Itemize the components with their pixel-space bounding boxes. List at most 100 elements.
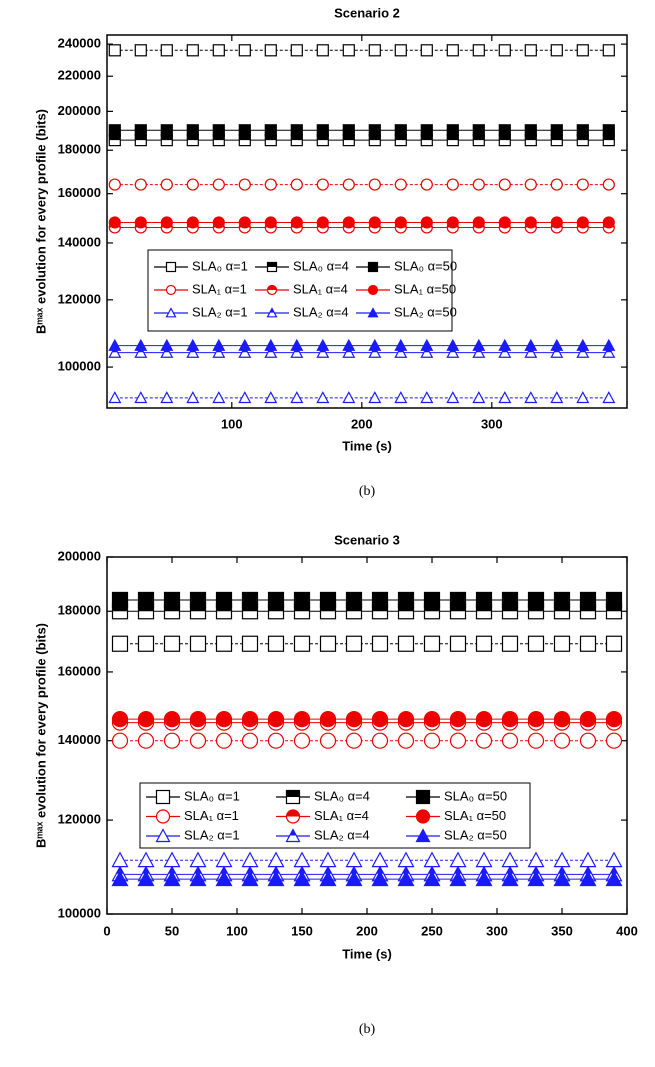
marker bbox=[189, 635, 207, 652]
marker-shape bbox=[550, 44, 563, 57]
marker bbox=[527, 870, 545, 887]
marker bbox=[524, 216, 537, 229]
marker-shape bbox=[368, 124, 381, 137]
marker bbox=[397, 732, 415, 749]
marker-shape bbox=[394, 44, 407, 57]
legend-label: SLA₂ α=4 bbox=[314, 827, 370, 842]
marker bbox=[498, 216, 511, 229]
marker bbox=[553, 710, 571, 728]
marker bbox=[290, 391, 304, 404]
marker-shape bbox=[553, 710, 571, 728]
marker-shape bbox=[527, 851, 545, 868]
marker bbox=[137, 870, 155, 887]
marker-shape bbox=[186, 338, 200, 351]
marker-shape bbox=[498, 338, 512, 351]
marker-shape bbox=[316, 178, 329, 191]
marker bbox=[446, 124, 459, 137]
marker bbox=[186, 44, 199, 57]
marker bbox=[553, 732, 571, 749]
marker bbox=[267, 851, 285, 868]
marker bbox=[397, 591, 415, 609]
marker bbox=[137, 635, 155, 652]
marker bbox=[446, 391, 460, 404]
marker-shape bbox=[397, 732, 415, 749]
marker bbox=[423, 591, 441, 609]
marker bbox=[449, 851, 467, 868]
legend-marker bbox=[367, 284, 379, 296]
marker-shape bbox=[368, 338, 382, 351]
legend-marker bbox=[165, 284, 177, 296]
series bbox=[111, 591, 623, 609]
marker bbox=[160, 124, 173, 137]
marker bbox=[264, 124, 277, 137]
marker-shape bbox=[111, 710, 129, 728]
marker-shape bbox=[367, 284, 379, 296]
marker bbox=[111, 870, 129, 887]
marker bbox=[342, 391, 356, 404]
marker-shape bbox=[576, 345, 590, 358]
marker bbox=[550, 124, 563, 137]
marker-half bbox=[116, 866, 124, 874]
marker-half bbox=[428, 866, 436, 874]
marker-shape bbox=[420, 124, 433, 137]
marker-shape bbox=[420, 178, 433, 191]
series bbox=[108, 178, 615, 191]
marker-half bbox=[343, 134, 355, 141]
marker bbox=[550, 391, 564, 404]
marker-half bbox=[421, 134, 433, 141]
marker bbox=[186, 338, 200, 351]
marker-shape bbox=[186, 216, 199, 229]
series bbox=[108, 216, 615, 229]
marker-half bbox=[447, 134, 459, 141]
series bbox=[111, 635, 623, 652]
marker bbox=[472, 391, 486, 404]
marker-shape bbox=[111, 870, 129, 887]
marker bbox=[446, 44, 459, 57]
marker bbox=[498, 44, 511, 57]
marker bbox=[111, 591, 129, 609]
marker bbox=[371, 591, 389, 609]
marker bbox=[290, 338, 304, 351]
marker bbox=[186, 216, 199, 229]
marker-shape bbox=[449, 732, 467, 749]
marker bbox=[319, 591, 337, 609]
marker bbox=[345, 851, 363, 868]
marker bbox=[212, 216, 225, 229]
marker-shape bbox=[527, 732, 545, 749]
marker bbox=[472, 178, 485, 191]
marker-shape bbox=[527, 710, 545, 728]
legend-label: SLA₁ α=1 bbox=[184, 808, 239, 823]
marker bbox=[316, 44, 329, 57]
marker-shape bbox=[423, 710, 441, 728]
marker bbox=[553, 851, 571, 868]
marker-shape bbox=[449, 591, 467, 609]
marker bbox=[371, 851, 389, 868]
marker-shape bbox=[446, 216, 459, 229]
marker bbox=[241, 732, 259, 749]
marker bbox=[368, 178, 381, 191]
marker bbox=[397, 635, 415, 652]
legend-marker bbox=[415, 809, 431, 824]
marker-shape bbox=[472, 338, 486, 351]
marker bbox=[293, 870, 311, 887]
marker-half bbox=[473, 134, 485, 141]
marker-shape bbox=[290, 44, 303, 57]
marker-half bbox=[135, 134, 147, 141]
marker-shape bbox=[186, 124, 199, 137]
marker bbox=[579, 870, 597, 887]
marker-shape bbox=[267, 635, 285, 652]
marker-shape bbox=[446, 178, 459, 191]
marker-shape bbox=[165, 284, 177, 296]
marker-shape bbox=[290, 391, 304, 404]
marker bbox=[215, 851, 233, 868]
marker bbox=[524, 178, 537, 191]
marker-shape bbox=[446, 124, 459, 137]
marker bbox=[498, 391, 512, 404]
marker-shape bbox=[134, 391, 148, 404]
marker-shape bbox=[316, 44, 329, 57]
marker bbox=[550, 216, 563, 229]
marker bbox=[134, 338, 148, 351]
marker-shape bbox=[111, 635, 129, 652]
marker bbox=[163, 851, 181, 868]
marker-shape bbox=[111, 732, 129, 749]
